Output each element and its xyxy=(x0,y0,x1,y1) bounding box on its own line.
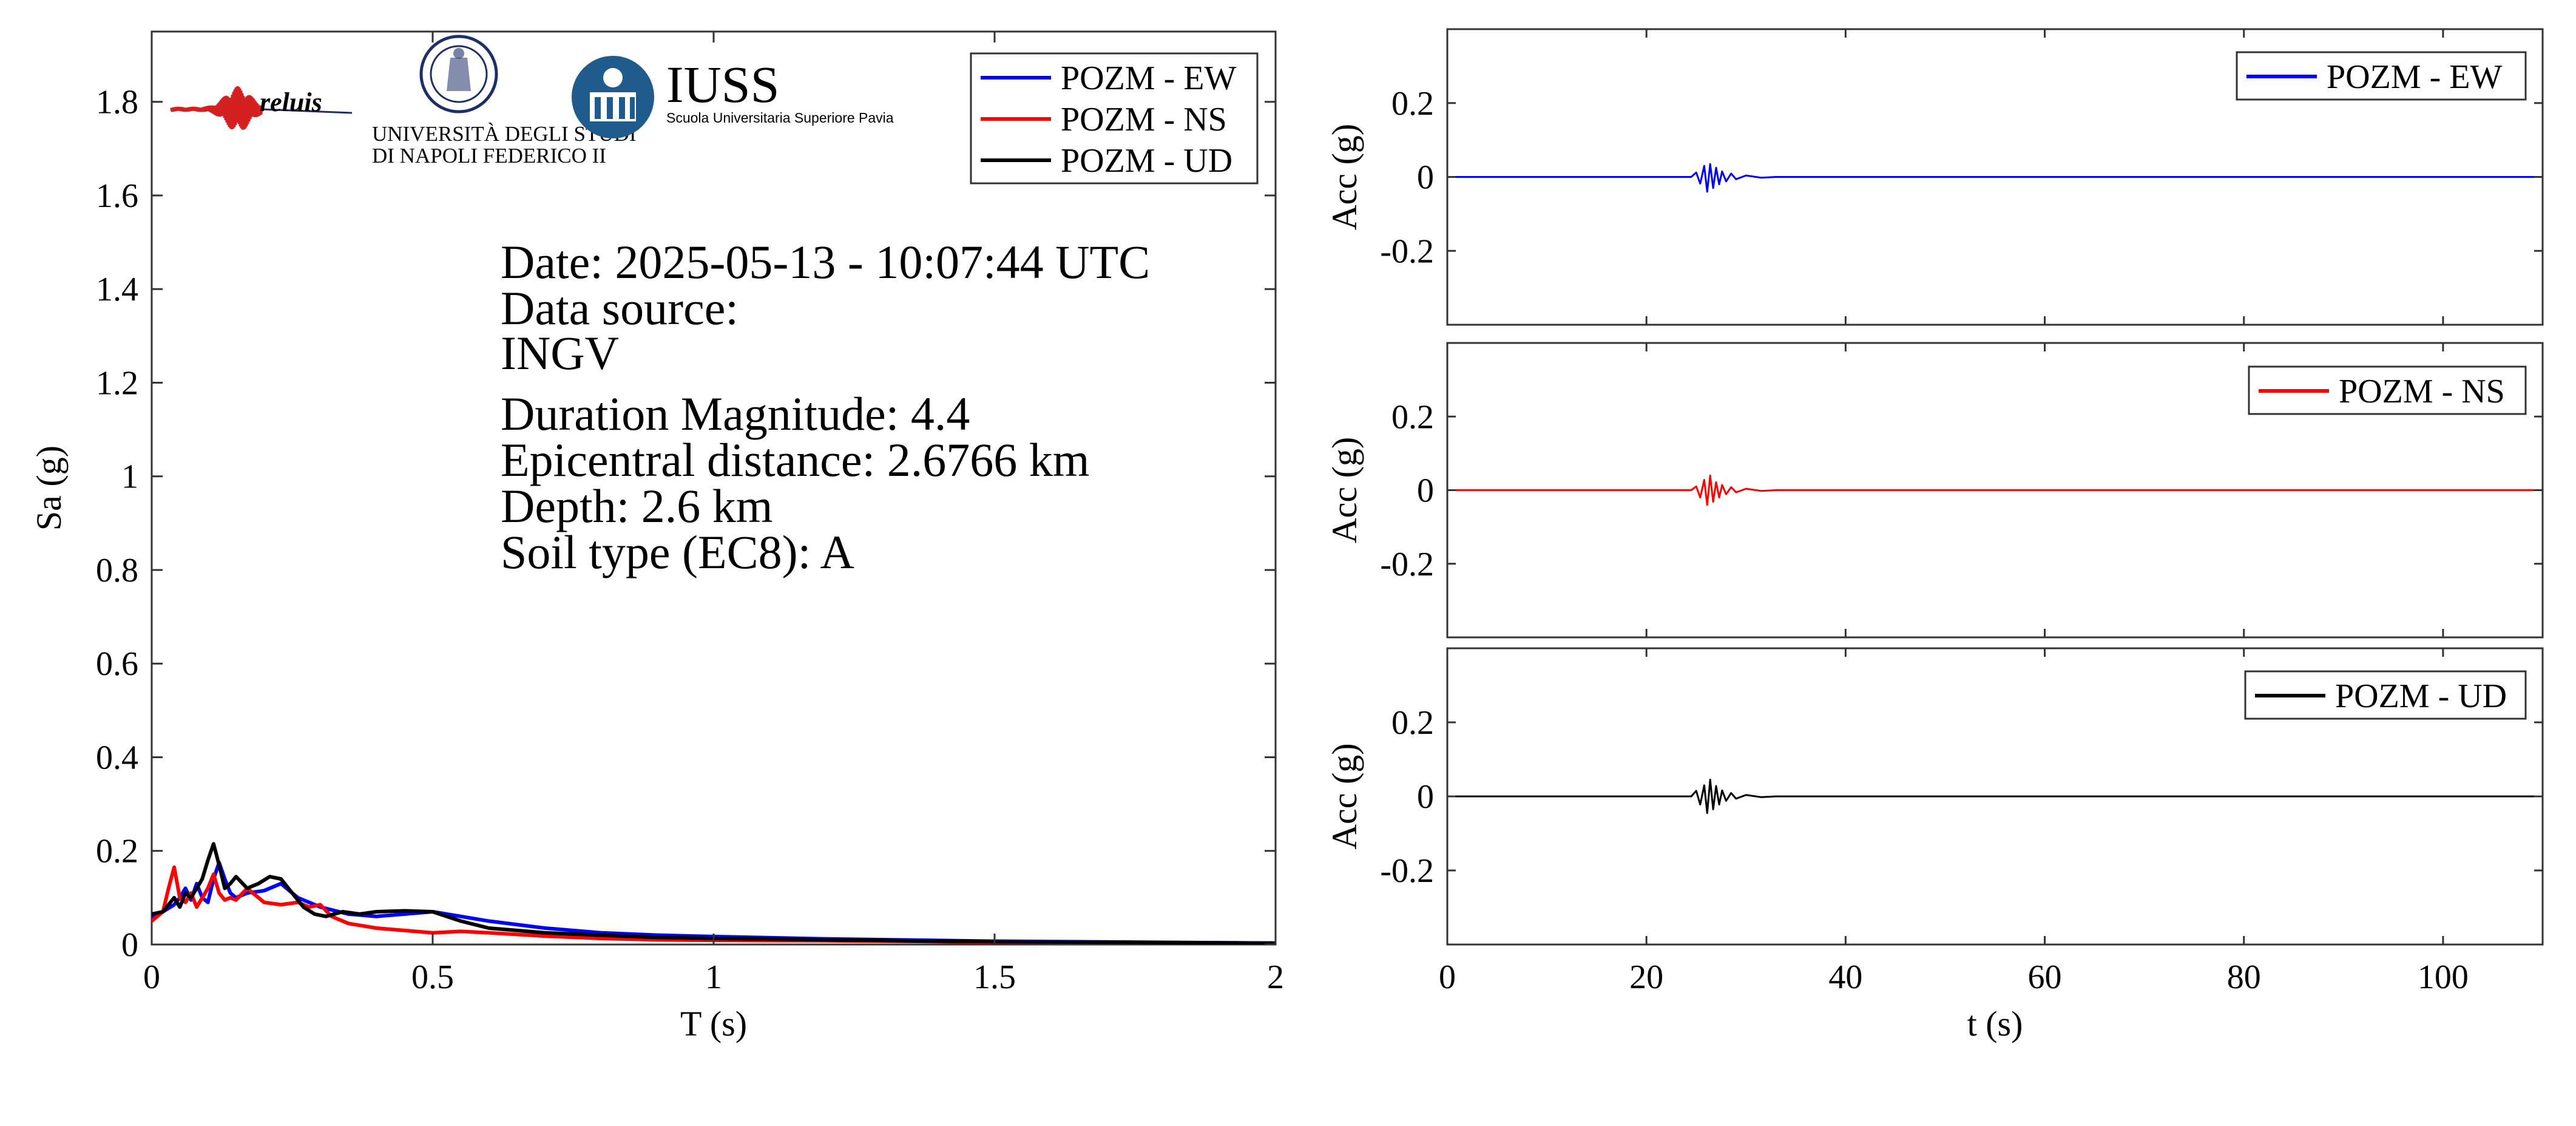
x-tick-label: 0 xyxy=(1439,958,1456,996)
x-tick-label: 0 xyxy=(143,958,160,996)
y-tick-label: -0.2 xyxy=(1380,546,1434,583)
x-tick-label: 40 xyxy=(1828,958,1862,996)
event-source-label: Data source: xyxy=(501,282,739,334)
y-axis-label: Acc (g) xyxy=(1325,437,1364,544)
y-tick-label: 0 xyxy=(1417,159,1434,197)
event-date: Date: 2025-05-13 - 10:07:44 UTC xyxy=(501,236,1150,288)
iuss-emblem-column-4 xyxy=(630,97,635,119)
x-tick-label: 1.5 xyxy=(973,958,1016,996)
x-tick-label: 60 xyxy=(2028,958,2062,996)
unina-seal-head xyxy=(453,48,464,59)
y-tick-label: 0.8 xyxy=(96,552,138,589)
y-tick-label: 0 xyxy=(121,926,138,964)
event-info: Date: 2025-05-13 - 10:07:44 UTC Data sou… xyxy=(501,236,1150,578)
y-axis-label: Acc (g) xyxy=(1325,124,1364,231)
y-tick-label: -0.2 xyxy=(1380,232,1434,270)
unina-logo-line2: DI NAPOLI FEDERICO II xyxy=(372,144,606,168)
x-tick-label: 2 xyxy=(1267,958,1284,996)
y-tick-label: -0.2 xyxy=(1380,852,1434,890)
spectrum-panel: 0 0.5 1 1.5 2 0 0.2 0.4 0.6 0.8 1 1.2 1.4 1.6 1.8 T (s)… xyxy=(29,30,1284,1043)
iuss-logo: IUSS Scuola Universitaria Superiore Pavi… xyxy=(572,55,894,138)
x-axis-label: T (s) xyxy=(680,1004,747,1043)
legend: POZM - EW xyxy=(2236,51,2527,101)
legend-label: POZM - NS xyxy=(2339,373,2505,410)
y-tick-label: 1.2 xyxy=(96,364,138,402)
x-tick-label: 20 xyxy=(1629,958,1663,996)
y-tick-label: 0.6 xyxy=(96,645,138,683)
series-group xyxy=(1447,474,2543,506)
event-source: INGV xyxy=(501,327,619,379)
unina-seal-outer xyxy=(419,35,498,114)
unina-seal-figure xyxy=(447,58,471,91)
iuss-logo-subtitle: Scuola Universitaria Superiore Pavia xyxy=(666,110,894,126)
legend-label: POZM - EW xyxy=(1061,59,1236,97)
legend-label: POZM - UD xyxy=(2335,677,2507,715)
iuss-emblem-column-3 xyxy=(619,97,625,119)
event-soil-type: Soil type (EC8): A xyxy=(501,526,854,578)
reluis-logo-text: reluis xyxy=(260,87,322,117)
iuss-emblem-column-1 xyxy=(595,97,601,119)
legend-label: POZM - NS xyxy=(1061,101,1227,138)
legend-label: POZM - EW xyxy=(2327,58,2502,96)
iuss-logo-title: IUSS xyxy=(666,55,779,114)
y-tick-label: 1.6 xyxy=(96,177,138,215)
x-axis-label: t (s) xyxy=(1967,1004,2023,1043)
legend-label: POZM - UD xyxy=(1061,142,1232,180)
y-tick-label: 1.4 xyxy=(96,271,138,308)
y-tick-label: 0.2 xyxy=(1391,85,1434,123)
series-line-pozm-ew xyxy=(1447,163,2543,193)
y-tick-label: 0 xyxy=(1417,472,1434,510)
y-tick-label: 0.2 xyxy=(1391,398,1434,436)
series-group xyxy=(152,842,1276,945)
y-tick-label: 0.4 xyxy=(96,739,138,776)
y-axis-label: Acc (g) xyxy=(1325,743,1364,850)
y-tick-label: 0 xyxy=(1417,778,1434,816)
legend: POZM - UD xyxy=(2244,670,2527,720)
reluis-logo-line xyxy=(260,108,353,114)
y-tick-label: 0.2 xyxy=(1391,704,1434,742)
x-tick-label: 0.5 xyxy=(411,958,454,996)
x-tick-label: 1 xyxy=(705,958,722,996)
y-tick-label: 0.2 xyxy=(96,833,138,870)
legend: POZM - NS xyxy=(2248,365,2527,415)
reluis-logo-wave xyxy=(170,86,263,130)
event-depth: Depth: 2.6 km xyxy=(501,480,772,532)
unina-logo: UNIVERSITÀ DEGLI STUDI DI NAPOLI FEDERIC… xyxy=(372,35,637,168)
reluis-logo: reluis xyxy=(170,86,353,130)
event-magnitude: Duration Magnitude: 4.4 xyxy=(501,387,970,440)
legend: POZM - EW POZM - NS POZM - UD xyxy=(970,52,1259,185)
series-line-pozm-ud xyxy=(1447,779,2543,814)
x-tick-label: 100 xyxy=(2418,958,2469,996)
x-tick-label: 80 xyxy=(2227,958,2261,996)
accelerogram-ew-panel: -0.2 0 0.2 Acc (g) POZM - EW xyxy=(1325,28,2544,326)
y-tick-label: 1 xyxy=(121,458,138,496)
iuss-emblem-dome xyxy=(603,68,623,87)
logo-group: reluis UNIVERSITÀ DEGLI STUDI DI NAPOLI … xyxy=(170,35,894,168)
iuss-emblem-column-2 xyxy=(607,97,613,119)
series-group xyxy=(1447,163,2543,193)
series-line-pozm-ns xyxy=(1447,474,2543,506)
accelerogram-ud-panel: 0 20 40 60 80 100 -0.2 0 0.2 t (s) Acc (g) POZM - U… xyxy=(1325,647,2544,1043)
series-line-pozm-ud xyxy=(152,842,1276,945)
y-axis-label: Sa (g) xyxy=(29,446,69,531)
y-tick-label: 1.8 xyxy=(96,84,138,121)
accelerogram-ns-panel: -0.2 0 0.2 Acc (g) POZM - NS xyxy=(1325,342,2544,639)
event-distance: Epicentral distance: 2.6766 km xyxy=(501,433,1089,486)
unina-seal-inner xyxy=(430,45,488,103)
series-group xyxy=(1447,779,2543,814)
